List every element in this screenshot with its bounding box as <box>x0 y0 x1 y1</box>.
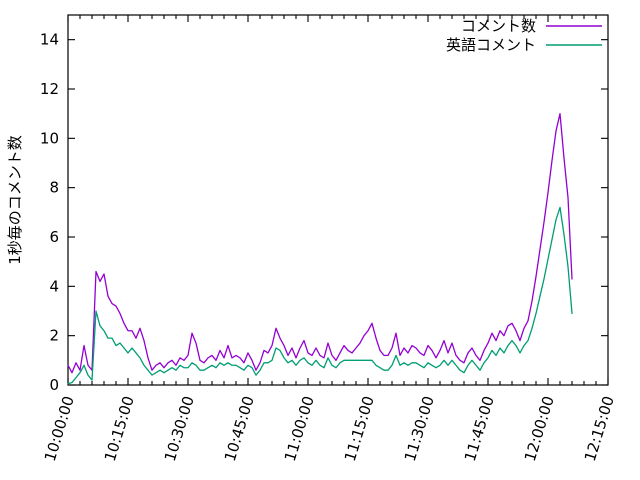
x-tick-label: 10:45:00 <box>221 394 258 464</box>
series-line-2 <box>67 206 573 385</box>
x-tick-label: 11:45:00 <box>461 394 498 464</box>
x-tick-label: 11:30:00 <box>401 394 438 464</box>
x-tick-label: 10:00:00 <box>41 394 78 464</box>
y-tick-label: 6 <box>49 228 59 246</box>
x-tick-label: 12:15:00 <box>581 394 618 464</box>
y-tick-label: 2 <box>49 327 59 345</box>
legend-label-1: コメント数 <box>461 17 536 35</box>
plot-frame <box>67 14 609 386</box>
y-tick-label: 10 <box>40 129 59 147</box>
y-tick-label: 14 <box>40 31 59 49</box>
y-tick-label: 12 <box>40 80 59 98</box>
x-tick-label: 11:15:00 <box>341 394 378 464</box>
x-tick-label: 10:15:00 <box>101 394 138 464</box>
y-axis-title: 1秒毎のコメント数 <box>6 135 24 265</box>
x-tick-label: 11:00:00 <box>281 394 318 464</box>
x-tick-label: 10:30:00 <box>161 394 198 464</box>
series-line-1 <box>67 113 573 374</box>
y-tick-label: 4 <box>49 277 59 295</box>
x-tick-label: 12:00:00 <box>521 394 558 464</box>
legend-label-2: 英語コメント <box>446 36 536 54</box>
y-tick-label: 8 <box>49 179 59 197</box>
y-tick-label: 0 <box>49 376 59 394</box>
